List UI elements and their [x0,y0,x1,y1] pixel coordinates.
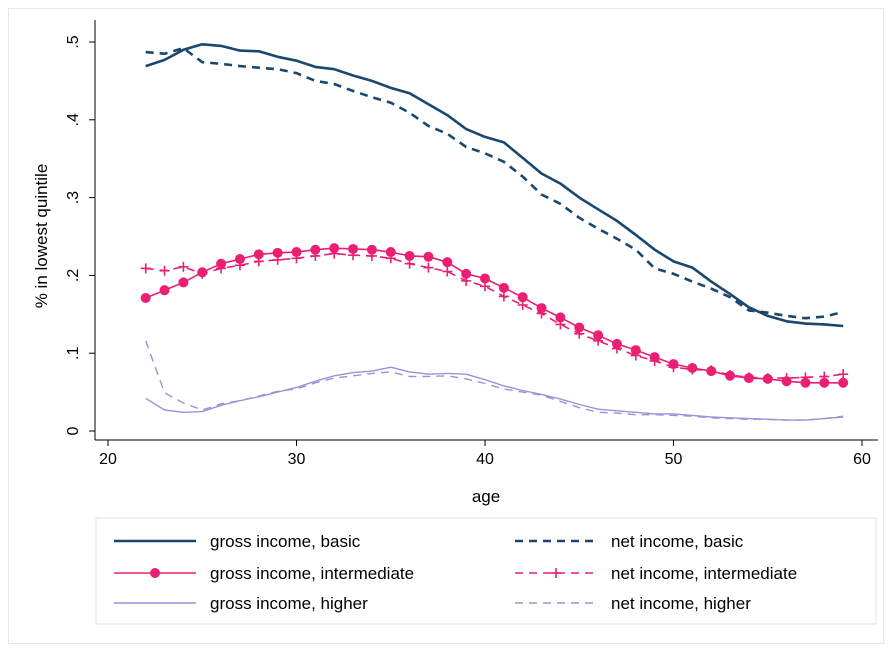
data-point [442,257,453,268]
data-point [291,247,302,258]
y-axis-title: % in lowest quintile [32,164,51,309]
legend-label: net income, higher [611,594,751,613]
legend-item: gross income, basic [114,532,361,551]
x-tick-label: 60 [853,451,871,468]
chart-frame [8,8,884,644]
y-tick-label: .4 [65,113,82,126]
legend-item: gross income, higher [114,594,368,613]
legend-item: gross income, intermediate [114,564,414,583]
series-4 [145,366,844,421]
legend-box [95,517,877,625]
x-tick-label: 40 [476,451,494,468]
series-1 [145,46,844,320]
series-line [145,42,844,328]
legend-label: gross income, higher [210,594,368,613]
data-point [366,244,377,255]
data-point [178,277,189,288]
legend-item: net income, intermediate [515,564,797,583]
data-point [480,273,490,284]
data-point [593,330,604,341]
y-tick-label: .2 [65,269,82,282]
series-0 [145,42,844,328]
y-tick-label: .1 [65,346,82,359]
series-3 [140,248,849,384]
legend-label: net income, basic [611,532,744,551]
series-line [145,366,844,421]
legend-item: net income, higher [515,594,751,613]
series-5 [145,340,844,421]
data-point [498,282,509,293]
legend-label: gross income, basic [210,532,361,551]
data-point [234,254,245,265]
data-point [838,377,849,388]
data-point [310,244,321,255]
legend-marker [150,568,160,578]
data-point [517,292,528,303]
legend-label: gross income, intermediate [210,564,414,583]
data-point [272,247,283,258]
series-layer [140,42,849,421]
data-point [140,292,151,303]
data-point [385,247,396,258]
x-tick-label: 50 [665,451,683,468]
data-point [329,243,340,254]
data-point [630,345,641,356]
data-point [800,377,811,388]
legend: gross income, basic net income, basic gros… [95,517,877,625]
data-point [348,243,359,254]
x-tick-label: 30 [288,451,306,468]
y-tick-label: 0 [65,426,82,435]
y-tick-label: .5 [65,35,82,48]
data-point [461,268,472,279]
data-point [555,312,566,323]
plot-background [95,20,878,440]
data-point [574,322,585,333]
data-point [536,303,547,314]
series-line [145,340,844,421]
legend-label: net income, intermediate [611,564,797,583]
x-tick-label: 20 [99,451,117,468]
y-tick-label: .3 [65,191,82,204]
axes: 20 30 40 50 60 0 .1 .2 .3 .4 .5 [65,20,878,468]
data-point [423,251,434,262]
series-line [145,46,844,320]
data-point [819,377,830,388]
data-point [159,285,170,296]
plot-area [95,20,878,440]
legend-item: net income, basic [515,532,744,551]
x-axis-title: age [472,487,500,506]
data-point [253,249,264,260]
data-point [404,250,415,261]
